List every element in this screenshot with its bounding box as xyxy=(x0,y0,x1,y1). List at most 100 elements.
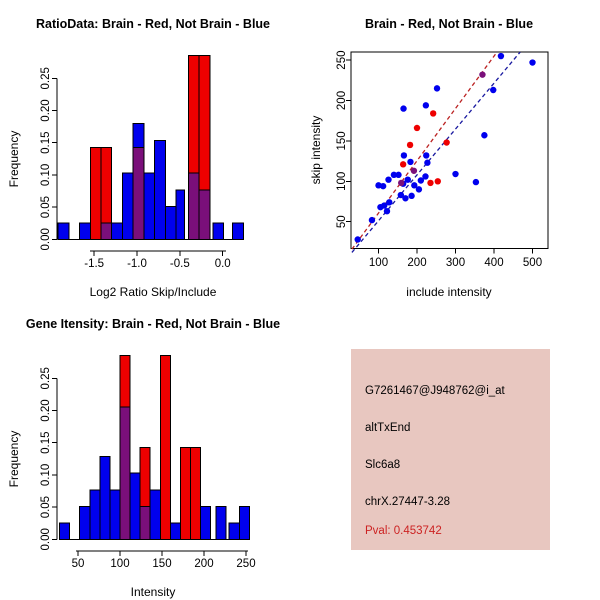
scatter-point-blue xyxy=(390,171,398,179)
scatter-point-blue xyxy=(395,171,402,179)
histogram-bar xyxy=(79,222,91,240)
histogram-bar xyxy=(187,54,200,174)
histogram-bar xyxy=(59,522,71,540)
scatter-xlabel: include intensity xyxy=(406,285,491,299)
scatter-point-blue xyxy=(354,236,361,243)
scatter-point-blue xyxy=(411,182,418,189)
histogram-bar xyxy=(79,505,91,540)
scatter-point-blue xyxy=(417,177,425,184)
histogram-bar xyxy=(179,446,192,540)
histogram-bar-overlap xyxy=(119,406,131,540)
red-fit-line xyxy=(351,51,498,250)
scatter-point-blue xyxy=(386,199,393,206)
histogram-bar xyxy=(169,522,181,540)
scatter-point-blue xyxy=(423,152,430,159)
scatter-point-blue xyxy=(422,173,429,180)
histogram-bar xyxy=(139,446,151,507)
scatter-point-blue xyxy=(452,170,459,178)
scatter-point-blue xyxy=(383,207,391,215)
x-tick-label: 0.0 xyxy=(215,258,231,270)
x-tick-label: 500 xyxy=(523,257,542,269)
x-tick-label: 200 xyxy=(407,257,426,269)
histogram-bar xyxy=(198,54,211,191)
histogram-bar xyxy=(100,146,113,224)
x-tick-label: 100 xyxy=(369,257,388,269)
histogram-bar xyxy=(200,505,212,540)
splice-event-type-label: altTxEnd xyxy=(365,422,411,434)
ratio-histogram: 0.00 0.05 0.10 0.15 0.20 0.25 -1.5 -1.0 -0.5 0.0 xyxy=(40,54,244,270)
y-tick-label: 100 xyxy=(336,172,348,191)
scatter-point-blue xyxy=(397,191,405,199)
scatter-point-blue xyxy=(407,158,414,166)
scatter-point-blue xyxy=(385,176,392,183)
scatter-point-red xyxy=(427,179,434,187)
histogram-bar xyxy=(132,123,145,148)
histogram-bar xyxy=(99,456,111,540)
scatter-point-blue xyxy=(433,85,441,92)
histogram-bar xyxy=(143,172,156,240)
x-tick-label: 300 xyxy=(446,257,465,269)
chromosome-location-label: chrX.27447-3.28 xyxy=(365,496,451,508)
histogram-bar xyxy=(119,354,131,408)
histogram-bar-overlap xyxy=(100,222,113,240)
pvalue-label: Pval: 0.453742 xyxy=(365,525,442,537)
x-tick-label: 50 xyxy=(72,558,85,570)
histogram-bar-overlap xyxy=(187,172,200,240)
gene-histogram-title: Gene Itensity: Brain - Red, Not Brain - … xyxy=(26,317,280,331)
scatter-title: Brain - Red, Not Brain - Blue xyxy=(365,17,533,31)
y-tick-label: 150 xyxy=(336,131,348,150)
scatter-point-overlap xyxy=(410,167,418,174)
scatter-point-blue xyxy=(381,202,388,209)
histogram-bar xyxy=(129,472,141,540)
scatter-point-blue xyxy=(529,59,536,66)
x-tick-label: -0.5 xyxy=(170,258,190,270)
x-tick-label: -1.5 xyxy=(84,258,104,270)
y-tick-label: 0.05 xyxy=(40,196,52,218)
scatter-point-red xyxy=(399,161,407,168)
scatter-point-blue xyxy=(404,176,411,183)
scatter-point-blue xyxy=(422,102,430,109)
scatter-point-blue xyxy=(379,182,387,190)
scatter-point-red xyxy=(429,110,437,117)
scatter-point-blue xyxy=(400,105,407,112)
ratio-histogram-title: RatioData: Brain - Red, Not Brain - Blue xyxy=(36,17,270,31)
y-tick-label: 0.25 xyxy=(40,67,52,89)
y-tick-label: 250 xyxy=(336,51,348,70)
scatter-point-red xyxy=(434,178,441,185)
histogram-bar-overlap xyxy=(139,505,151,540)
y-tick-label: 0.00 xyxy=(40,528,52,550)
histogram-bar xyxy=(164,205,177,240)
scatter-point-blue xyxy=(424,159,431,166)
gene-histogram-ylabel: Frequency xyxy=(7,431,21,488)
scatter-point-blue xyxy=(402,195,409,202)
x-tick-label: 150 xyxy=(152,558,171,570)
histogram-bar xyxy=(175,189,186,240)
scatter-point-red xyxy=(406,141,414,149)
histogram-bar xyxy=(154,139,166,240)
y-tick-label: 0.20 xyxy=(40,399,52,421)
histogram-bar xyxy=(57,222,70,240)
y-tick-label: 0.10 xyxy=(40,164,52,186)
histogram-bar xyxy=(109,489,121,540)
gene-intensity-histogram: 0.00 0.05 0.10 0.15 0.20 0.25 50 100 150 200 250 xyxy=(40,354,256,570)
y-tick-label: 50 xyxy=(336,215,348,228)
x-tick-label: 250 xyxy=(236,558,255,570)
histogram-bar xyxy=(232,222,244,240)
scatter-point-blue xyxy=(490,86,497,94)
histogram-bar xyxy=(89,146,102,240)
y-tick-label: 0.15 xyxy=(40,132,52,154)
x-tick-label: 400 xyxy=(484,257,503,269)
ratio-histogram-ylabel: Frequency xyxy=(7,131,21,188)
y-tick-label: 0.20 xyxy=(40,99,52,121)
scatter-point-overlap xyxy=(479,71,486,78)
scatter-point-blue xyxy=(400,152,408,159)
histogram-bar xyxy=(159,354,171,540)
y-tick-label: 0.05 xyxy=(40,496,52,518)
histogram-bar xyxy=(121,172,134,240)
gene-histogram-xlabel: Intensity xyxy=(131,585,176,599)
scatter-point-blue xyxy=(497,52,505,60)
y-tick-label: 0.00 xyxy=(40,228,52,250)
scatter-ylabel: skip intensity xyxy=(309,116,323,185)
scatter-point-blue xyxy=(408,192,415,200)
